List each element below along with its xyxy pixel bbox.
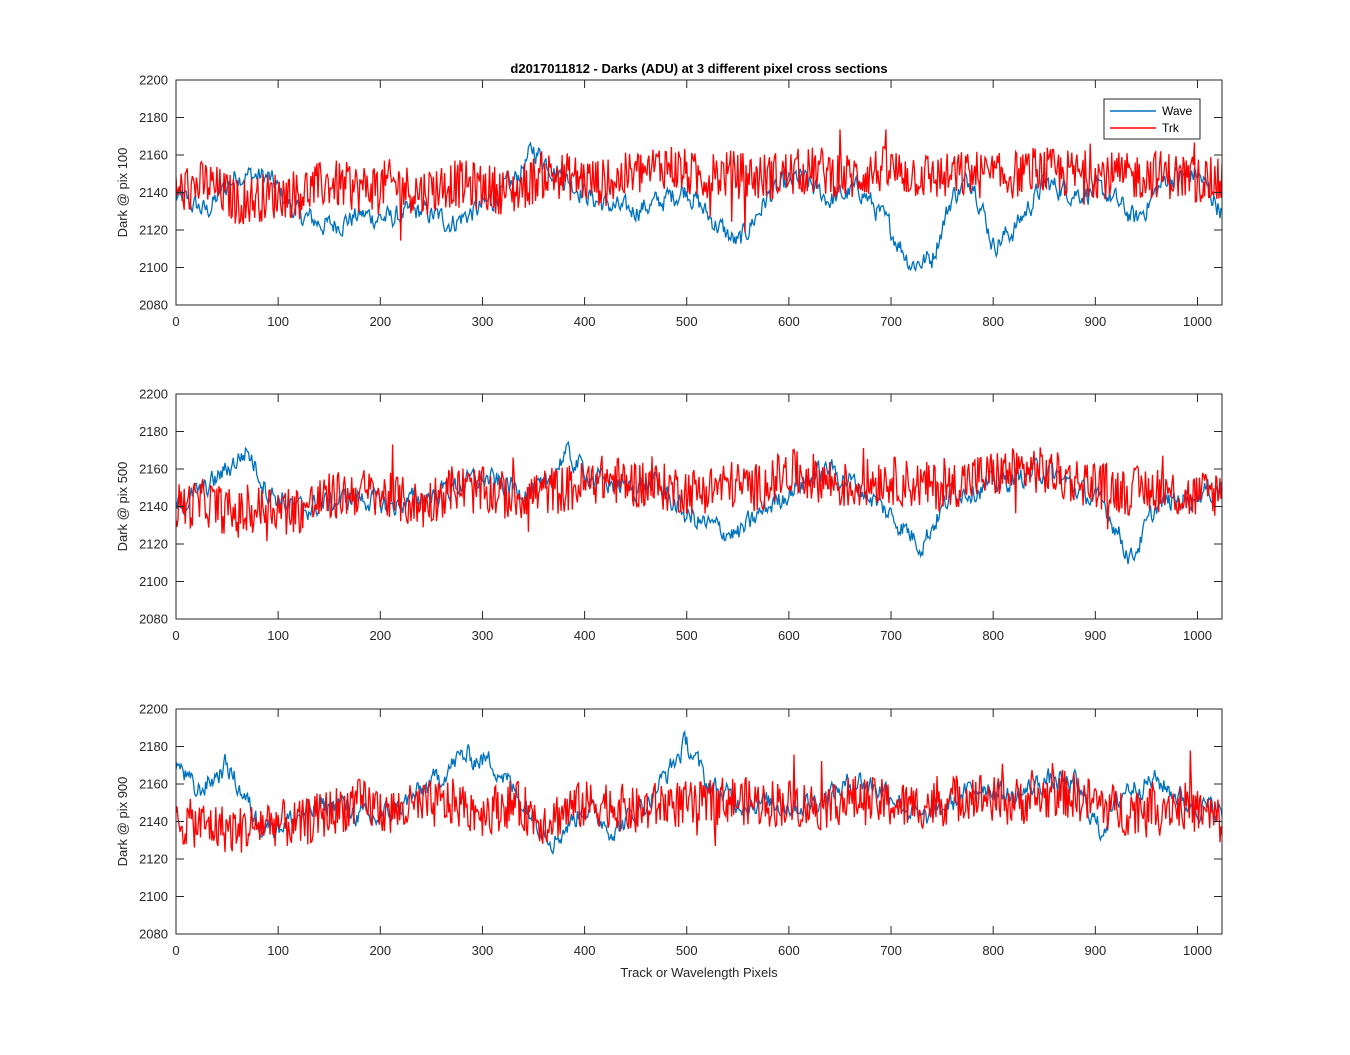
x-tick-label: 300 — [472, 943, 494, 958]
y-tick-label: 2080 — [139, 927, 168, 942]
x-tick-label: 400 — [574, 943, 596, 958]
x-tick-label: 900 — [1084, 628, 1106, 643]
x-tick-label: 100 — [267, 314, 289, 329]
x-tick-label: 900 — [1084, 314, 1106, 329]
series-line-trk — [176, 750, 1222, 853]
x-tick-label: 400 — [574, 314, 596, 329]
y-tick-label: 2080 — [139, 298, 168, 313]
x-tick-label: 300 — [472, 628, 494, 643]
legend: Wave Trk — [1103, 98, 1201, 140]
y-tick-label: 2140 — [139, 814, 168, 829]
x-tick-label: 0 — [172, 628, 179, 643]
x-tick-label: 200 — [369, 943, 391, 958]
x-tick-label: 100 — [267, 943, 289, 958]
subplot-2: 0 100 200 300 400 500 600 700 800 900 1000 2080 2100… — [115, 387, 1223, 643]
x-tick-label: 700 — [880, 314, 902, 329]
x-tick-label: 100 — [267, 628, 289, 643]
y-tick-label: 2180 — [139, 424, 168, 439]
y-tick-label: 2120 — [139, 223, 168, 238]
plot-area — [176, 394, 1222, 619]
y-tick-label: 2180 — [139, 739, 168, 754]
y-tick-label: 2160 — [139, 777, 168, 792]
x-tick-label: 800 — [982, 943, 1004, 958]
subplots: 0 100 200 300 400 500 600 700 800 900 100020802100… — [115, 73, 1223, 958]
subplot-1: 0 100 200 300 400 500 600 700 800 900 1000 2080 2100… — [115, 73, 1223, 329]
x-tick-label: 200 — [369, 314, 391, 329]
series-line-trk — [176, 444, 1222, 542]
x-tick-label: 1000 — [1183, 943, 1212, 958]
y-tick-label: 2100 — [139, 889, 168, 904]
x-tick-label: 500 — [676, 943, 698, 958]
x-tick-label: 1000 — [1183, 628, 1212, 643]
y-tick-label: 2080 — [139, 612, 168, 627]
series-line-wave — [176, 729, 1222, 856]
y-tick-label: 2120 — [139, 537, 168, 552]
x-tick-label: 1000 — [1183, 314, 1212, 329]
x-tick-label: 300 — [472, 314, 494, 329]
x-tick-label: 500 — [676, 628, 698, 643]
y-axis-label: Dark @ pix 900 — [115, 777, 130, 867]
x-tick-label: 600 — [778, 943, 800, 958]
y-tick-label: 2160 — [139, 462, 168, 477]
x-axis-label: Track or Wavelength Pixels — [620, 965, 778, 980]
x-tick-label: 900 — [1084, 943, 1106, 958]
x-tick-label: 500 — [676, 314, 698, 329]
x-tick-label: 800 — [982, 314, 1004, 329]
y-tick-label: 2180 — [139, 110, 168, 125]
x-tick-label: 0 — [172, 314, 179, 329]
x-tick-label: 400 — [574, 628, 596, 643]
legend-label-trk: Trk — [1162, 121, 1180, 135]
series-line-trk — [176, 129, 1222, 241]
y-tick-label: 2200 — [139, 387, 168, 402]
x-tick-label: 600 — [778, 314, 800, 329]
y-tick-label: 2100 — [139, 260, 168, 275]
plot-area — [176, 709, 1222, 934]
x-tick-label: 700 — [880, 943, 902, 958]
y-tick-label: 2140 — [139, 499, 168, 514]
x-tick-label: 200 — [369, 628, 391, 643]
subplot-3: 0 100 200 300 400 500 600 700 800 900 1000 2080 2100… — [115, 702, 1223, 958]
y-tick-label: 2140 — [139, 185, 168, 200]
y-tick-label: 2200 — [139, 73, 168, 88]
series-line-wave — [176, 141, 1222, 273]
y-tick-label: 2160 — [139, 148, 168, 163]
y-tick-label: 2120 — [139, 852, 168, 867]
x-tick-label: 600 — [778, 628, 800, 643]
legend-box — [1103, 98, 1201, 140]
x-tick-label: 700 — [880, 628, 902, 643]
x-tick-label: 800 — [982, 628, 1004, 643]
chart-title: d2017011812 - Darks (ADU) at 3 different… — [510, 61, 887, 76]
y-axis-label: Dark @ pix 500 — [115, 462, 130, 552]
y-tick-label: 2200 — [139, 702, 168, 717]
y-tick-label: 2100 — [139, 574, 168, 589]
x-tick-label: 0 — [172, 943, 179, 958]
legend-label-wave: Wave — [1162, 104, 1193, 118]
y-axis-label: Dark @ pix 100 — [115, 148, 130, 238]
